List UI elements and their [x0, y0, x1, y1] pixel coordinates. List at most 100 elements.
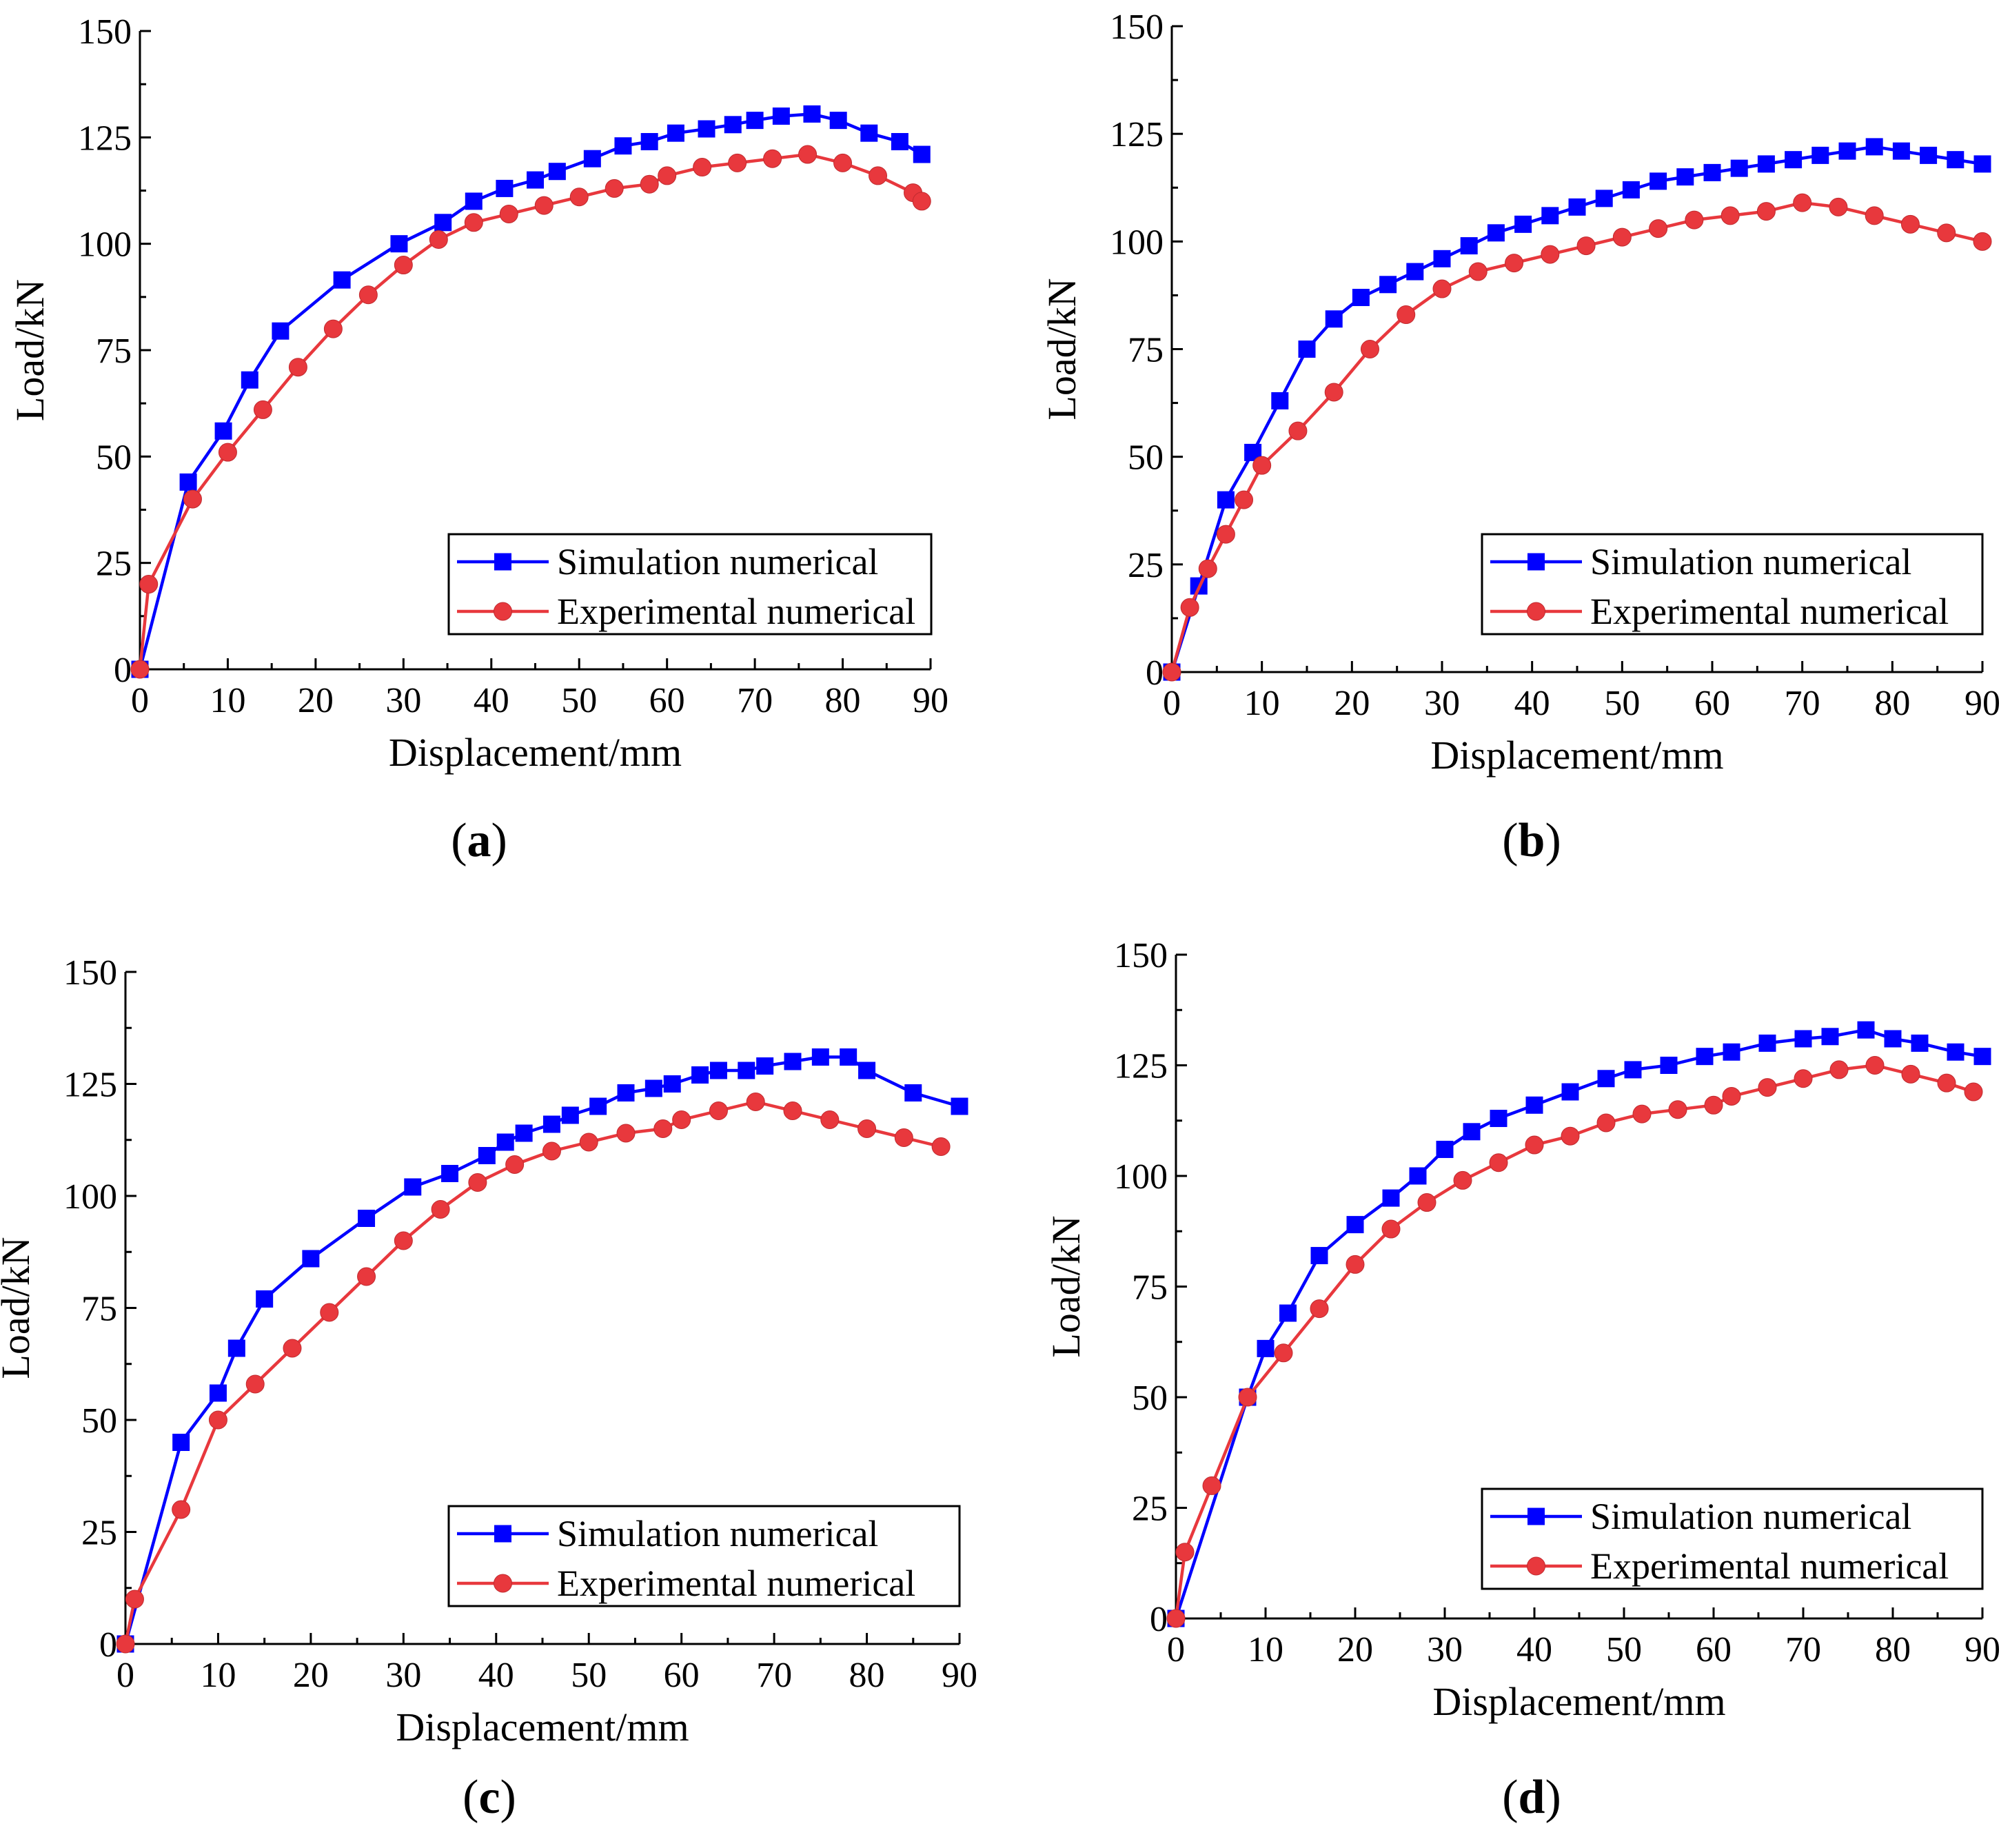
legend-marker	[1527, 553, 1545, 571]
data-point	[527, 171, 544, 189]
data-point	[672, 1110, 691, 1129]
legend-marker	[494, 1525, 511, 1543]
data-point	[441, 1165, 459, 1182]
data-point	[724, 116, 742, 134]
data-point	[172, 1434, 190, 1451]
data-point	[542, 1115, 560, 1133]
data-point	[820, 1110, 840, 1129]
y-tick-label: 125	[78, 119, 132, 158]
data-point	[496, 179, 514, 197]
data-point	[1964, 1082, 1983, 1101]
data-point	[1505, 254, 1524, 273]
data-point	[1704, 1095, 1723, 1115]
data-point	[931, 1137, 951, 1156]
data-point	[728, 153, 747, 172]
data-point	[1612, 227, 1632, 247]
x-tick-label: 10	[200, 1656, 236, 1695]
legend-label: Simulation numerical	[557, 1513, 878, 1554]
x-tick-label: 20	[1334, 684, 1370, 723]
y-axis-title: Load/kN	[1044, 1215, 1088, 1357]
legend: Simulation numerical Experimental numeric…	[1481, 1487, 1984, 1590]
x-tick-label: 0	[116, 1656, 134, 1695]
data-point	[302, 1250, 320, 1268]
data-point	[1649, 172, 1667, 190]
x-tick-label: 90	[1965, 1630, 2000, 1669]
data-point	[1622, 181, 1640, 199]
data-point	[617, 1084, 635, 1101]
data-point	[214, 422, 232, 440]
data-point	[1453, 1170, 1472, 1190]
data-point	[1595, 190, 1613, 207]
x-tick-label: 50	[561, 681, 597, 720]
data-point	[288, 358, 307, 377]
x-tick-label: 70	[756, 1656, 792, 1695]
legend-label: Simulation numerical	[557, 541, 878, 582]
data-point	[579, 1133, 598, 1152]
data-point	[1649, 219, 1668, 238]
data-point	[1758, 1034, 1776, 1052]
data-point	[1668, 1100, 1687, 1119]
data-point	[763, 149, 782, 168]
data-point	[738, 1062, 755, 1079]
data-point	[1463, 1123, 1481, 1141]
data-point	[227, 1339, 245, 1357]
data-point	[1757, 155, 1775, 173]
data-point	[1947, 151, 1965, 169]
data-point	[1676, 168, 1694, 186]
x-tick-label: 60	[664, 1656, 700, 1695]
data-point	[1865, 206, 1884, 225]
data-point	[1382, 1189, 1400, 1207]
data-point	[772, 107, 790, 125]
data-point	[125, 1590, 144, 1609]
data-point	[496, 1133, 514, 1151]
x-tick-label: 0	[131, 681, 149, 720]
x-tick-label: 30	[385, 1656, 421, 1695]
x-tick-label: 80	[1874, 684, 1910, 723]
legend-marker	[494, 553, 511, 571]
data-point	[798, 145, 818, 164]
data-point	[1892, 142, 1910, 160]
data-point	[1381, 1219, 1401, 1239]
y-tick-label: 125	[1110, 115, 1164, 154]
data-point	[465, 192, 483, 210]
legend-marker	[494, 1574, 512, 1593]
data-point	[756, 1057, 774, 1075]
data-point	[1756, 202, 1776, 221]
data-point	[253, 400, 272, 419]
data-point	[1198, 559, 1217, 578]
data-point	[840, 1048, 857, 1066]
data-point	[640, 174, 659, 194]
legend: Simulation numerical Experimental numeric…	[447, 1505, 961, 1607]
data-point	[209, 1384, 227, 1402]
data-point	[1162, 662, 1181, 682]
data-point	[542, 1141, 561, 1161]
data-point	[951, 1097, 968, 1115]
data-point	[1561, 1126, 1580, 1146]
data-point	[829, 112, 847, 130]
legend-label: Simulation numerical	[1590, 1496, 1911, 1537]
data-point	[1624, 1061, 1642, 1079]
panel-label: (c)	[463, 1771, 516, 1824]
data-point	[1696, 1048, 1714, 1066]
data-point	[548, 163, 566, 181]
data-point	[429, 230, 448, 249]
data-point	[358, 1210, 376, 1227]
data-point	[912, 192, 931, 211]
y-axis-title: Load/kN	[1039, 278, 1084, 420]
data-point	[1489, 1153, 1508, 1172]
y-tick-label: 50	[96, 438, 132, 477]
legend-label: Simulation numerical	[1590, 541, 1911, 582]
data-point	[390, 235, 408, 253]
x-tick-label: 20	[1337, 1630, 1373, 1669]
series-experimental	[130, 145, 931, 679]
data-point	[1973, 1048, 1991, 1066]
data-point	[1568, 198, 1586, 216]
data-point	[857, 1119, 877, 1138]
data-point	[1794, 1069, 1813, 1088]
data-point	[1838, 142, 1856, 160]
x-tick-label: 70	[1785, 1630, 1821, 1669]
y-tick-label: 25	[1132, 1490, 1168, 1529]
data-point	[698, 120, 715, 138]
data-point	[245, 1374, 265, 1394]
data-point	[891, 133, 908, 151]
